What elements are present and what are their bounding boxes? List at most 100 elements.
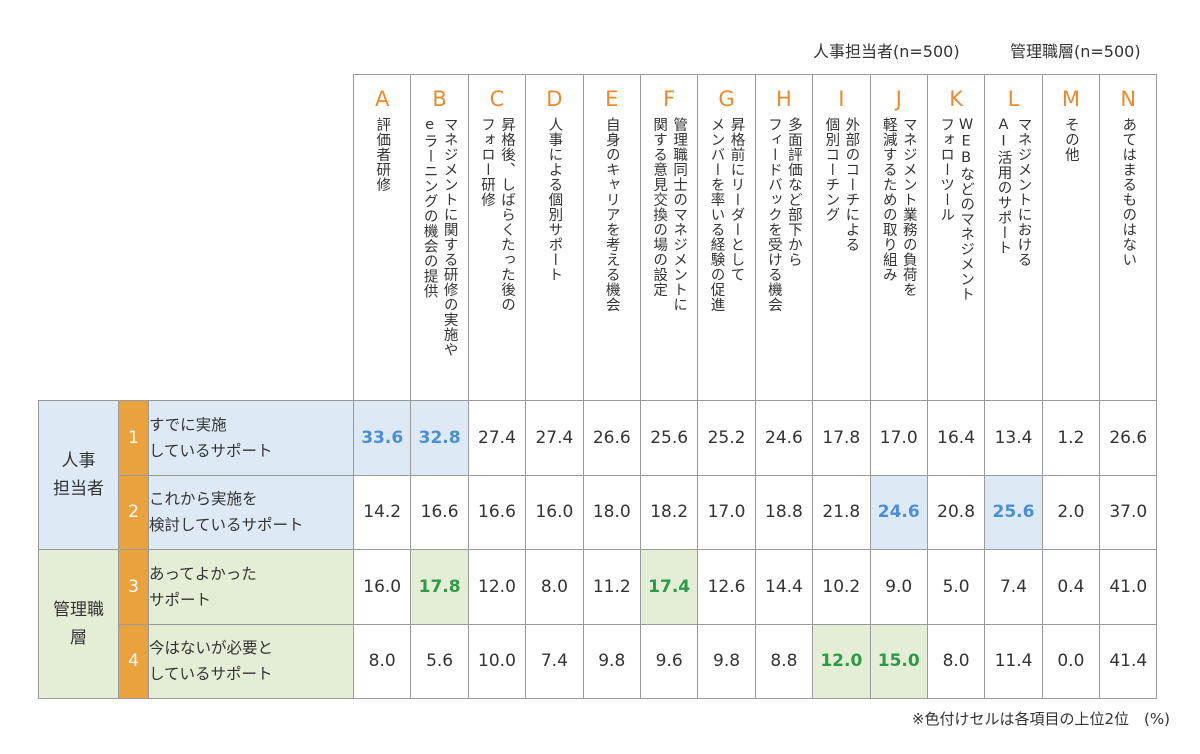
column-label: 人事による個別サポート [546,117,563,282]
value-cell: 16.4 [926,400,986,476]
column-letter: D [546,87,563,111]
value-cell: 14.2 [352,474,412,550]
value-cell: 13.4 [984,400,1043,476]
value-cell: 32.8 [410,400,469,476]
value-cell: 8.8 [754,623,814,699]
value-cell: 7.4 [984,549,1043,625]
value-cell: 10.2 [812,549,871,625]
value-cell: 25.6 [984,474,1043,550]
value-cell: 16.0 [352,549,412,625]
value-cell: 26.6 [582,400,641,476]
value-cell: 16.6 [410,474,469,550]
table-row: 管理職 層 3 あってよかった サポート 16.0 17.8 12.0 8.0 11.2 17.… [38,549,1158,699]
column-letter: E [605,87,619,111]
column-letter: J [895,87,902,111]
value-cell: 5.6 [410,623,469,699]
column-header-h: H 多面評価など部下から フィードバックを受ける機会 [754,74,814,401]
column-label: 多面評価など部下から フィードバックを受ける機会 [765,117,802,312]
column-label: マネジメント業務の負荷を 軽減するための取り組み [880,117,917,297]
value-cell: 7.4 [525,623,584,699]
value-cell: 17.4 [639,549,699,625]
column-letter: H [776,87,792,111]
value-cell: 33.6 [352,400,412,476]
value-cell: 12.0 [812,623,871,699]
value-cell: 11.4 [984,623,1043,699]
column-letter: M [1061,87,1080,111]
column-header-g: G 昇格前にリーダーとして メンバーを率いる経験の促進 [697,74,756,401]
group-label: 人事 担当者 [38,400,119,550]
value-cell: 17.0 [697,474,756,550]
column-label: 管理職同士のマネジメントに 関する意見交換の場の設定 [651,117,688,312]
value-cell: 27.4 [467,400,527,476]
column-header-l: L マネジメントにおける AI活用のサポート [984,74,1043,401]
value-cell: 27.4 [525,400,584,476]
value-cell: 8.0 [926,623,986,699]
column-letter: C [489,87,505,111]
value-cell: 9.8 [582,623,641,699]
column-letter: L [1007,87,1020,111]
column-label: その他 [1062,117,1079,162]
column-header-k: K WEBなどのマネジメント フォローツール [926,74,986,401]
row-label: これから実施を 検討しているサポート [148,474,354,550]
row-number: 4 [118,623,149,699]
value-cell: 20.8 [926,474,986,550]
corner-blank [39,75,354,401]
column-header-c: C 昇格後、しばらくたった後の フォロー研修 [467,74,527,401]
value-cell: 18.2 [639,474,699,550]
column-letter: N [1120,87,1137,111]
column-header-n: N あてはまるものはない [1099,74,1158,401]
column-label: 外部のコーチによる 個別コーチング [823,117,860,252]
table-row: 2 これから実施を 検討しているサポート 14.2 16.6 16.6 16.0 18.0 1… [39,474,1158,550]
legend-hr: 人事担当者(n=500) [813,42,960,61]
column-header-b: B マネジメントに関する研修の実施や eラーニングの機会の提供 [410,74,469,401]
row-number: 3 [118,549,149,625]
value-cell: 17.8 [812,400,871,476]
value-cell: 11.2 [582,549,641,625]
value-cell: 41.0 [1099,549,1158,625]
value-cell: 24.6 [869,474,928,550]
table-row: 4 今はないが必要と しているサポート 8.0 5.6 10.0 7.4 9.8 9.6 9.8… [39,623,1158,699]
value-cell: 25.6 [639,400,699,476]
column-header-i: I 外部のコーチによる 個別コーチング [812,74,871,401]
value-cell: 26.6 [1099,400,1158,476]
value-cell: 18.8 [754,474,814,550]
value-cell: 12.0 [467,549,527,625]
column-header-e: E 自身のキャリアを考える機会 [582,74,641,401]
column-label: あてはまるものはない [1120,117,1137,267]
value-cell: 21.8 [812,474,871,550]
column-letter: I [838,87,845,111]
value-cell: 9.8 [697,623,756,699]
row-label: あってよかった サポート [148,549,354,625]
column-letter: F [663,87,676,111]
value-cell: 5.0 [926,549,986,625]
column-letter: K [949,87,963,111]
column-header-j: J マネジメント業務の負荷を 軽減するための取り組み [869,74,928,401]
value-cell: 18.0 [582,474,641,550]
value-cell: 10.0 [467,623,527,699]
column-letter: G [718,87,735,111]
value-cell: 9.6 [639,623,699,699]
row-number: 2 [118,474,149,550]
column-letter: B [432,87,447,111]
row-label: すでに実施 しているサポート [148,400,354,476]
value-cell: 0.4 [1041,549,1101,625]
value-cell: 1.2 [1041,400,1101,476]
column-label: 自身のキャリアを考える機会 [603,117,620,312]
row-label: 今はないが必要と しているサポート [148,623,354,699]
value-cell: 37.0 [1099,474,1158,550]
column-label: マネジメントに関する研修の実施や eラーニングの機会の提供 [421,117,458,357]
column-header-m: M その他 [1041,74,1101,401]
value-cell: 24.6 [754,400,814,476]
group-label: 管理職 層 [38,549,119,699]
footnote: ※色付けセルは各項目の上位2位 (%) [911,710,1170,728]
value-cell: 2.0 [1041,474,1101,550]
survey-table: A 評価者研修 B マネジメントに関する研修の実施や eラーニングの機会の提供 C 昇格後… [38,74,1158,699]
value-cell: 0.0 [1041,623,1101,699]
column-letter: A [375,87,390,111]
column-label: 昇格後、しばらくたった後の フォロー研修 [478,117,515,312]
value-cell: 15.0 [869,623,928,699]
value-cell: 25.2 [697,400,756,476]
row-number: 1 [118,400,149,476]
value-cell: 41.4 [1099,623,1158,699]
value-cell: 17.8 [410,549,469,625]
